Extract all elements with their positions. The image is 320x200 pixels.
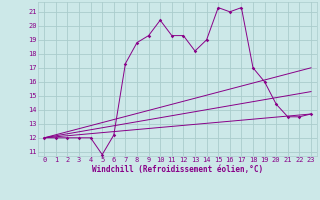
X-axis label: Windchill (Refroidissement éolien,°C): Windchill (Refroidissement éolien,°C)	[92, 165, 263, 174]
